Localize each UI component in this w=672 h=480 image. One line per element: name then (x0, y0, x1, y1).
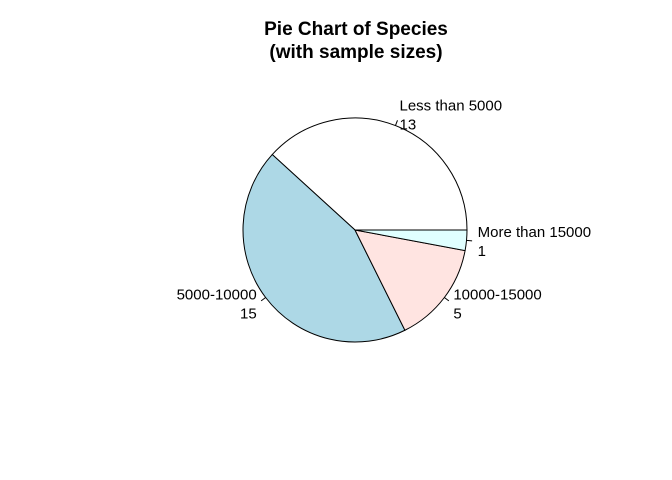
pie-label-category-more-than-15000: More than 15000 (478, 224, 591, 241)
pie-label-category-10000-15000: 10000-15000 (453, 287, 541, 304)
pie-label-category-less-than-5000: Less than 5000 (400, 98, 503, 115)
pie-slice-less-than-5000 (271, 117, 468, 231)
pie-label-tick-5000-10000 (260, 297, 266, 302)
pie-slices (242, 117, 468, 343)
pie-slice-10000-15000 (354, 229, 466, 331)
pie-label-value-less-than-5000: 13 (400, 117, 417, 134)
pie-label-category-5000-10000: 5000-10000 (177, 287, 257, 304)
pie-label-tick-more-than-15000 (466, 239, 473, 242)
chart-title-line-2: (with sample sizes) (269, 42, 442, 63)
pie-labels: Less than 5000 13 5000-10000 15 10000-15000 5… (177, 98, 591, 323)
pie-label-tick-10000-15000 (444, 297, 450, 302)
pie-label-tick-less-than-5000 (394, 120, 398, 126)
pie-label-value-10000-15000: 5 (453, 306, 461, 323)
chart-title-line-1: Pie Chart of Species (264, 19, 448, 40)
pie-slice-5000-10000 (242, 153, 406, 343)
pie-label-value-5000-10000: 15 (240, 306, 257, 323)
chart-title: Pie Chart of Species (with sample sizes) (264, 19, 448, 63)
pie-label-value-more-than-15000: 1 (478, 243, 486, 260)
